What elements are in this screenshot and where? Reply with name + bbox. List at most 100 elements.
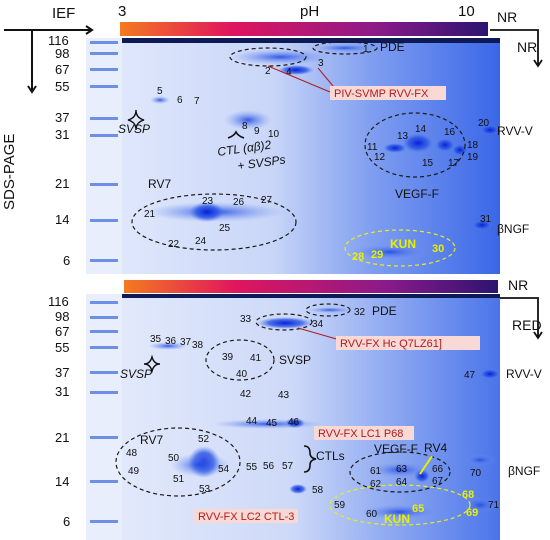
- spot-10: 10: [268, 129, 280, 140]
- spot-6: 6: [177, 95, 183, 106]
- spot-28: 28: [352, 251, 364, 263]
- spot-25: 25: [219, 223, 231, 234]
- spot-61: 61: [370, 466, 382, 477]
- spot-53: 53: [199, 484, 211, 495]
- spot-58: 58: [312, 485, 324, 496]
- label-ctl-sub: + SVSPs: [236, 152, 286, 173]
- gel-top-edge: [86, 38, 500, 43]
- label-kun-bottom: KUN: [384, 512, 410, 526]
- top-panel: 3 pH 10 NR NR 116 98 67 55 37 31: [48, 3, 543, 274]
- label-vegf-top: VEGF-F: [395, 187, 439, 201]
- callout-piv-bg: [330, 86, 446, 100]
- spot-14: 14: [415, 124, 427, 135]
- group-vegf-bottom: [349, 451, 451, 493]
- callout-lc2: RVV-FX LC2 CTL-3: [198, 511, 294, 523]
- brace-svsp-top-icon: [127, 109, 145, 131]
- mw-top-21: 21: [55, 176, 69, 191]
- gel-top: [86, 38, 500, 274]
- ph-low: 3: [118, 3, 126, 20]
- group-svsp-mid: [205, 339, 275, 381]
- spot-27: 27: [261, 195, 273, 206]
- spot-7: 7: [194, 96, 200, 107]
- label-rvv-v-top: RVV-V: [497, 124, 533, 138]
- label-svsp-bottom-left: SVSP: [120, 367, 152, 381]
- top-condition-nr: NR: [497, 9, 517, 25]
- sds-page-label: SDS-PAGE: [1, 134, 18, 210]
- label-bngf-top: βNGF: [497, 222, 529, 236]
- mw-bot-6: 6: [63, 514, 70, 529]
- spot-37: 37: [180, 337, 192, 348]
- label-vegf-bottom: VEGF-F: [374, 442, 418, 456]
- spot-54: 54: [218, 464, 230, 475]
- spot-34: 34: [312, 319, 324, 330]
- spot-17: 17: [448, 158, 460, 169]
- gel-bottom-edge: [86, 294, 500, 298]
- spot-48: 48: [126, 448, 138, 459]
- top-condition-right: NR: [517, 39, 537, 55]
- mw-top-67: 67: [55, 62, 69, 77]
- marker-bands-top: [90, 41, 118, 262]
- spot-50: 50: [168, 453, 180, 464]
- callout-lc2-bg: [194, 509, 298, 523]
- ph-high: 10: [458, 3, 475, 20]
- bottom-panel: NR RED 116 98 67 55 37 31 21 14 6: [48, 277, 543, 540]
- spot-23: 23: [202, 196, 214, 207]
- label-rv4: RV4: [424, 441, 447, 455]
- spot-71: 71: [488, 500, 500, 511]
- ph-label: pH: [300, 3, 319, 20]
- mw-bot-37: 37: [55, 365, 69, 380]
- spot-38: 38: [192, 340, 204, 351]
- label-kun-top: KUN: [390, 237, 416, 251]
- spot-69: 69: [466, 507, 478, 519]
- spot-22: 22: [168, 239, 180, 250]
- group-pde-top: [312, 41, 378, 55]
- ph-gradient-bar-bottom: [124, 280, 498, 293]
- mw-bot-55: 55: [55, 340, 69, 355]
- mw-top-116: 116: [48, 33, 69, 48]
- spot-18: 18: [467, 140, 479, 151]
- spot-20: 20: [478, 118, 490, 129]
- spot-8: 8: [242, 121, 248, 132]
- label-rv7-bottom: RV7: [140, 433, 163, 447]
- spot-65: 65: [412, 503, 424, 515]
- bottom-condition-red: RED: [512, 317, 542, 333]
- spot-59: 59: [334, 500, 346, 511]
- spot-68: 68: [462, 489, 474, 501]
- ph-gradient-bar: [120, 22, 488, 36]
- spot-45: 45: [266, 418, 278, 429]
- spot-35: 35: [150, 334, 162, 345]
- spot-4: 4: [286, 67, 292, 78]
- spot-16: 16: [444, 127, 456, 138]
- mw-bot-21: 21: [55, 430, 69, 445]
- spot-43: 43: [278, 390, 290, 401]
- spot-15: 15: [422, 158, 434, 169]
- spot-13: 13: [397, 131, 409, 142]
- spot-21: 21: [144, 209, 156, 220]
- spot-40: 40: [236, 369, 248, 380]
- mw-bot-67: 67: [55, 324, 69, 339]
- mw-top-98: 98: [55, 46, 69, 61]
- mw-top-6: 6: [63, 253, 70, 268]
- brace-ctl-icon: [227, 130, 245, 139]
- mw-top-55: 55: [55, 79, 69, 94]
- marker-bands-bottom: [90, 301, 118, 523]
- spot-30: 30: [432, 243, 444, 255]
- spot-39: 39: [222, 352, 234, 363]
- spot-66: 66: [432, 464, 444, 475]
- spot-49: 49: [128, 466, 140, 477]
- spot-1: 1: [363, 44, 369, 55]
- spot-67: 67: [432, 476, 444, 487]
- spot-60: 60: [366, 509, 378, 520]
- rv4-pointer: [419, 455, 433, 475]
- callout-lc1-bg: [314, 426, 414, 440]
- spot-46: 46: [288, 417, 300, 428]
- spot-2: 2: [265, 66, 271, 77]
- label-rvv-v-bottom: RVV-V: [506, 367, 542, 381]
- group-rv7-bottom: [115, 427, 241, 497]
- spot-64: 64: [396, 477, 408, 488]
- brace-svsp-bottom-icon: [143, 354, 161, 374]
- callout-hc: RVV-FX Hc Q7LZ61]: [340, 338, 442, 350]
- spot-55: 55: [246, 462, 258, 473]
- brace-ctls-icon: [303, 445, 317, 473]
